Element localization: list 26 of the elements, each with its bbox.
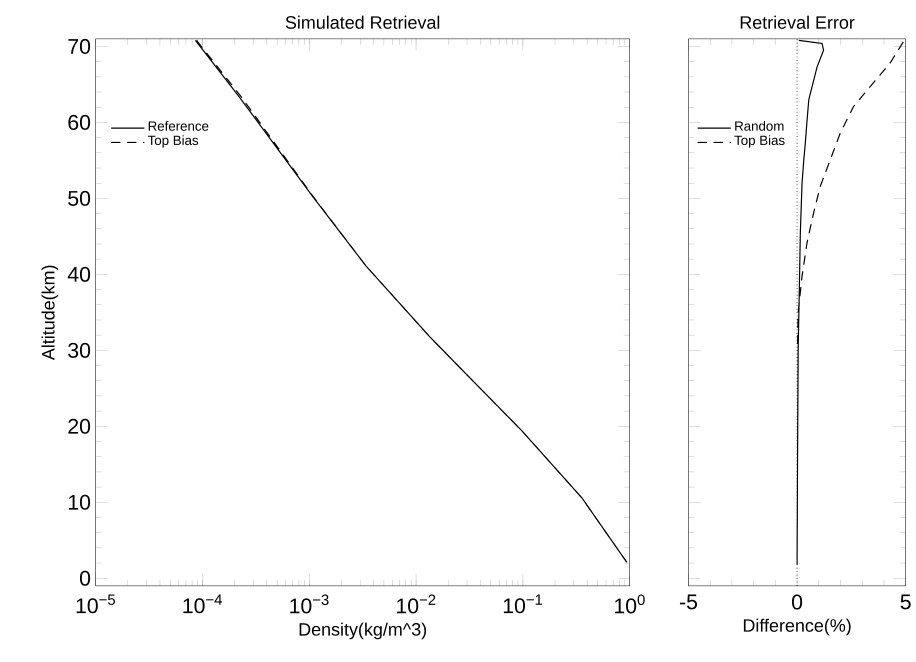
y-tick-label: 40	[68, 267, 90, 282]
y-tick-label: 10	[68, 494, 90, 510]
y-tick-label: 70	[68, 39, 90, 54]
chart-title: Retrieval Error	[740, 16, 855, 30]
x-tick-label: 10$^{−1}$	[504, 594, 542, 614]
y-axis-title: Altitude(km)	[41, 266, 58, 360]
legend-label: Reference	[148, 121, 208, 131]
x-tick-label: 5	[900, 594, 911, 610]
x-axis-title: Difference(%)	[744, 618, 851, 636]
legend-label: Top Bias	[148, 135, 198, 148]
x-tick-label: 10$^{−2}$	[397, 594, 436, 614]
y-tick-label: 60	[68, 115, 90, 130]
x-tick-label: 10$^{−4}$	[183, 594, 222, 614]
y-tick-label: 50	[68, 191, 90, 206]
x-axis-title: Density(kg/m^3)	[300, 622, 426, 640]
x-tick-label: 10$^{−3}$	[290, 594, 329, 614]
x-tick-label: 0	[792, 594, 802, 610]
y-tick-label: 30	[68, 343, 90, 358]
legend-label: Random	[735, 121, 784, 131]
y-tick-label: 20	[68, 419, 90, 434]
chart-title: Simulated Retrieval	[286, 16, 440, 30]
legend-label: Top Bias	[734, 136, 785, 148]
x-tick-label: 10$^{0}$	[615, 594, 645, 614]
x-tick-label: -5	[680, 594, 698, 610]
y-tick-label: 0	[80, 570, 90, 586]
x-tick-label: 10$^{−5}$	[76, 594, 115, 614]
